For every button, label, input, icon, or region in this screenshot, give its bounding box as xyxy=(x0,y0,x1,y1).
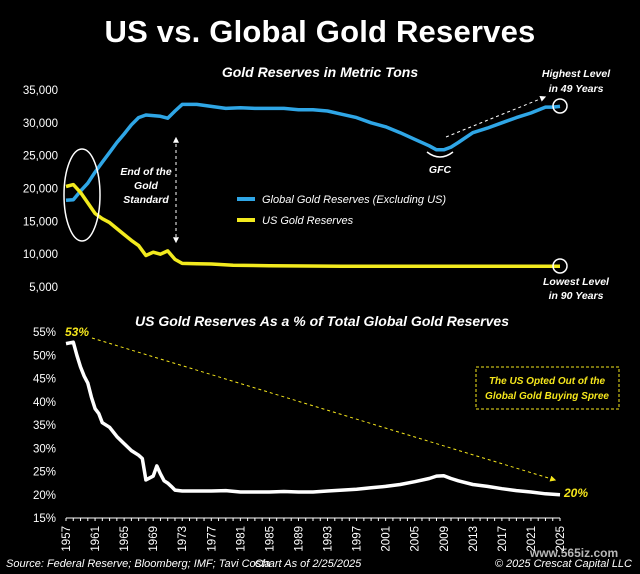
bottom-xtick-label: 2025 xyxy=(555,526,567,552)
bottom-xtick-label: 1997 xyxy=(352,526,364,552)
bottom-ytick-label: 40% xyxy=(33,397,56,409)
top-legend: Global Gold Reserves (Excluding US) US G… xyxy=(237,194,446,227)
legend-label-us: US Gold Reserves xyxy=(262,215,354,227)
opted-out-line2: Global Gold Buying Spree xyxy=(485,391,609,402)
footer-watermark: www.565iz.com xyxy=(529,546,618,560)
bottom-xtick-label: 2001 xyxy=(381,526,393,552)
bottom-ytick-label: 45% xyxy=(33,374,56,386)
bottom-xtick-label: 1981 xyxy=(235,526,247,552)
end-gold-standard-line1: End of the xyxy=(120,166,171,178)
opted-out-box xyxy=(475,366,620,410)
bottom-xtick-label: 1957 xyxy=(61,526,73,552)
top-ytick-label: 20,000 xyxy=(23,184,58,196)
bottom-ytick-label: 50% xyxy=(33,350,56,362)
end-gold-standard-line2: Gold xyxy=(134,180,158,192)
lowest-level-line2: in 90 Years xyxy=(549,290,604,302)
bottom-series-group xyxy=(65,340,561,497)
footer-chart-date: Chart As of 2/25/2025 xyxy=(255,558,362,570)
top-ytick-label: 35,000 xyxy=(23,85,58,97)
bottom-xtick-label: 1989 xyxy=(293,526,305,552)
bottom-xtick-label: 1973 xyxy=(177,526,189,552)
top-ytick-label: 30,000 xyxy=(23,118,58,130)
top-chart-title: Gold Reserves in Metric Tons xyxy=(222,64,419,80)
top-y-axis: 5,000 10,000 15,000 20,000 25,000 30,000 35,00… xyxy=(23,85,58,294)
bottom-ytick-label: 20% xyxy=(33,490,56,502)
bottom-xtick-label: 2017 xyxy=(497,526,509,552)
top-ytick-label: 10,000 xyxy=(23,249,58,261)
bottom-xtick-label: 1961 xyxy=(90,526,102,552)
bottom-ytick-label: 25% xyxy=(33,467,56,479)
bottom-x-axis: 1957 1961 1965 1969 1973 1977 1981 1985 1989 1993… xyxy=(61,517,567,552)
bottom-xtick-label: 2021 xyxy=(526,526,538,552)
top-series-group xyxy=(65,102,561,269)
main-title: US vs. Global Gold Reserves xyxy=(104,14,536,49)
bottom-ytick-label: 30% xyxy=(33,443,56,455)
bottom-y-axis: 15% 20% 25% 30% 35% 40% 45% 50% 55% xyxy=(33,327,56,525)
us-share-line xyxy=(65,340,561,497)
opted-out-line1: The US Opted Out of the xyxy=(489,376,606,387)
bottom-xtick-label: 1969 xyxy=(148,526,160,552)
bottom-xtick-label: 1993 xyxy=(323,526,335,552)
highest-level-line1: Highest Level xyxy=(542,68,611,80)
bottom-xtick-label: 2005 xyxy=(410,526,422,552)
us-reserves-line xyxy=(65,182,560,269)
bottom-chart-title: US Gold Reserves As a % of Total Global … xyxy=(135,313,509,329)
top-ytick-label: 5,000 xyxy=(29,282,58,294)
bottom-xtick-label: 1965 xyxy=(119,526,131,552)
bottom-xtick-label: 2009 xyxy=(439,526,451,552)
highest-level-circle xyxy=(552,98,568,114)
lowest-level-circle xyxy=(552,258,568,274)
bottom-xtick-label: 2013 xyxy=(468,526,480,552)
footer-copyright: © 2025 Crescat Capital LLC xyxy=(495,558,632,570)
legend-label-global: Global Gold Reserves (Excluding US) xyxy=(262,194,446,206)
gfc-label: GFC xyxy=(429,164,452,176)
start-pct-label: 53% xyxy=(65,325,89,339)
end-pct-label: 20% xyxy=(563,486,588,500)
highest-level-line2: in 49 Years xyxy=(549,83,604,95)
bottom-ytick-label: 35% xyxy=(33,420,56,432)
bottom-xtick-label: 1985 xyxy=(264,526,276,552)
trend-arrow xyxy=(91,337,557,482)
global-reserves-line xyxy=(65,102,561,203)
top-ytick-label: 15,000 xyxy=(23,216,58,228)
top-ytick-label: 25,000 xyxy=(23,151,58,163)
bottom-xtick-label: 1977 xyxy=(206,526,218,552)
lowest-level-line1: Lowest Level xyxy=(543,276,610,288)
end-gold-standard-line3: Standard xyxy=(123,194,169,206)
gfc-bracket xyxy=(426,151,454,158)
footer-source: Source: Federal Reserve; Bloomberg; IMF;… xyxy=(6,558,270,570)
gfc-to-high-arrow xyxy=(445,96,547,138)
bottom-ytick-label: 55% xyxy=(33,327,56,339)
start-circle xyxy=(63,148,101,242)
bottom-ytick-label: 15% xyxy=(33,513,56,525)
